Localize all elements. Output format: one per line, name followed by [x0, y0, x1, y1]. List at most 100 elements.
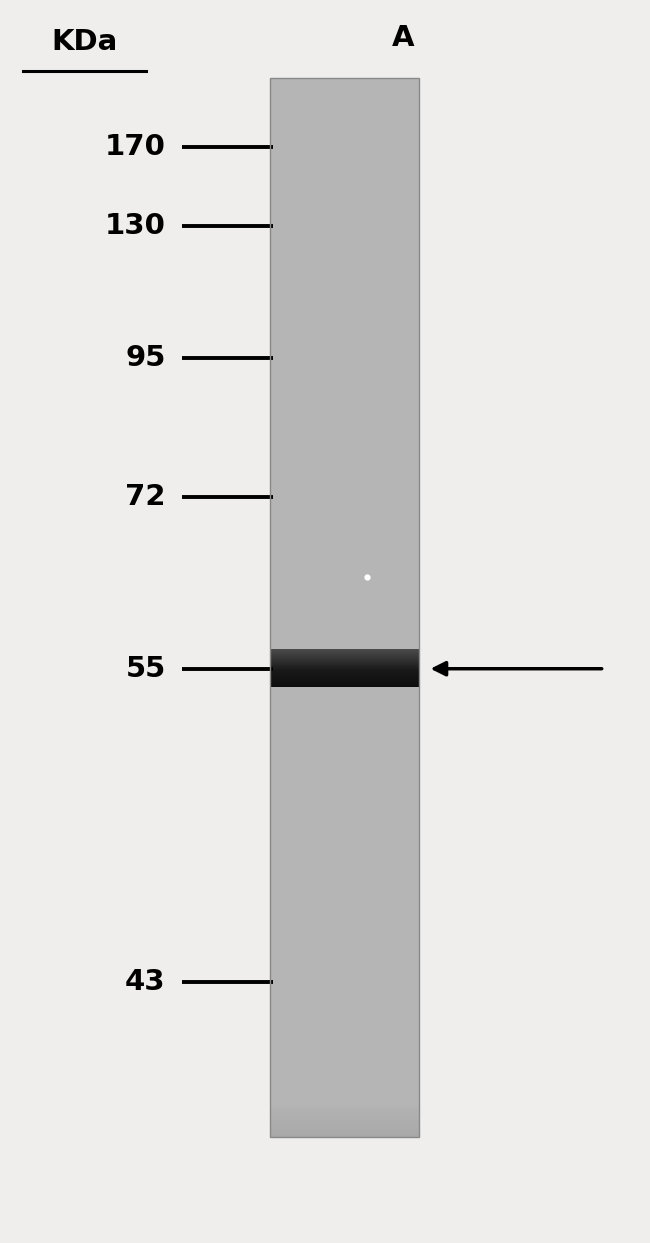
Bar: [270, 791, 419, 796]
Bar: [270, 664, 419, 667]
Bar: [270, 395, 419, 399]
Bar: [270, 78, 419, 1137]
Bar: [270, 336, 419, 339]
Bar: [270, 1115, 419, 1120]
Bar: [270, 522, 419, 527]
Bar: [270, 184, 419, 188]
Bar: [270, 568, 419, 573]
Bar: [270, 794, 419, 798]
Bar: [270, 938, 419, 943]
Bar: [270, 936, 419, 940]
Bar: [270, 999, 419, 1003]
Bar: [270, 904, 419, 907]
Bar: [270, 823, 419, 827]
Bar: [270, 134, 419, 138]
Bar: [270, 88, 419, 92]
Bar: [270, 85, 419, 89]
Bar: [270, 812, 419, 817]
Bar: [270, 992, 419, 996]
Bar: [270, 783, 419, 788]
Bar: [270, 232, 419, 237]
Bar: [270, 551, 419, 554]
Bar: [270, 318, 419, 322]
Bar: [270, 900, 419, 905]
Bar: [270, 643, 419, 646]
Bar: [270, 618, 419, 622]
Bar: [270, 681, 419, 685]
Bar: [270, 837, 419, 840]
Bar: [270, 890, 419, 894]
Bar: [270, 833, 419, 838]
Bar: [270, 257, 419, 262]
Bar: [270, 1098, 419, 1103]
Bar: [270, 180, 419, 184]
Bar: [270, 960, 419, 965]
Bar: [270, 364, 419, 368]
Bar: [270, 576, 419, 579]
Bar: [270, 1027, 419, 1032]
Bar: [270, 148, 419, 153]
Bar: [270, 1030, 419, 1035]
Bar: [270, 438, 419, 443]
Bar: [270, 702, 419, 707]
Text: A: A: [392, 24, 414, 52]
Bar: [270, 385, 419, 389]
Bar: [270, 798, 419, 802]
Bar: [270, 113, 419, 117]
Bar: [270, 635, 419, 640]
Bar: [270, 802, 419, 805]
Bar: [270, 967, 419, 972]
Bar: [270, 720, 419, 725]
Bar: [270, 470, 419, 474]
Bar: [270, 1126, 419, 1130]
Bar: [270, 343, 419, 347]
Bar: [270, 445, 419, 449]
Bar: [270, 1105, 419, 1109]
Bar: [270, 537, 419, 541]
Bar: [270, 1063, 419, 1066]
Bar: [270, 738, 419, 742]
Bar: [270, 152, 419, 155]
Bar: [270, 925, 419, 929]
Bar: [270, 505, 419, 508]
Bar: [270, 374, 419, 378]
Bar: [270, 946, 419, 950]
Bar: [270, 1091, 419, 1095]
Bar: [270, 459, 419, 464]
Bar: [270, 589, 419, 594]
Bar: [270, 349, 419, 354]
Text: 55: 55: [125, 655, 166, 682]
Bar: [270, 685, 419, 689]
Bar: [270, 978, 419, 982]
Bar: [270, 625, 419, 629]
Bar: [270, 896, 419, 901]
Bar: [270, 854, 419, 859]
Bar: [270, 501, 419, 506]
Bar: [270, 1045, 419, 1049]
Bar: [270, 516, 419, 520]
Bar: [270, 554, 419, 558]
Bar: [270, 1038, 419, 1042]
Bar: [270, 558, 419, 562]
Bar: [270, 1109, 419, 1112]
Bar: [270, 367, 419, 372]
Bar: [270, 547, 419, 552]
Bar: [270, 512, 419, 516]
Bar: [270, 219, 419, 222]
Text: 72: 72: [125, 484, 166, 511]
Bar: [270, 382, 419, 385]
Bar: [270, 1034, 419, 1038]
Bar: [270, 1006, 419, 1011]
Bar: [270, 656, 419, 661]
Bar: [270, 1122, 419, 1126]
Bar: [270, 96, 419, 99]
Bar: [270, 360, 419, 364]
Bar: [270, 121, 419, 124]
Bar: [270, 321, 419, 326]
Bar: [270, 541, 419, 544]
Bar: [270, 840, 419, 844]
Bar: [270, 653, 419, 658]
Bar: [270, 480, 419, 485]
Bar: [270, 858, 419, 861]
Bar: [270, 713, 419, 717]
